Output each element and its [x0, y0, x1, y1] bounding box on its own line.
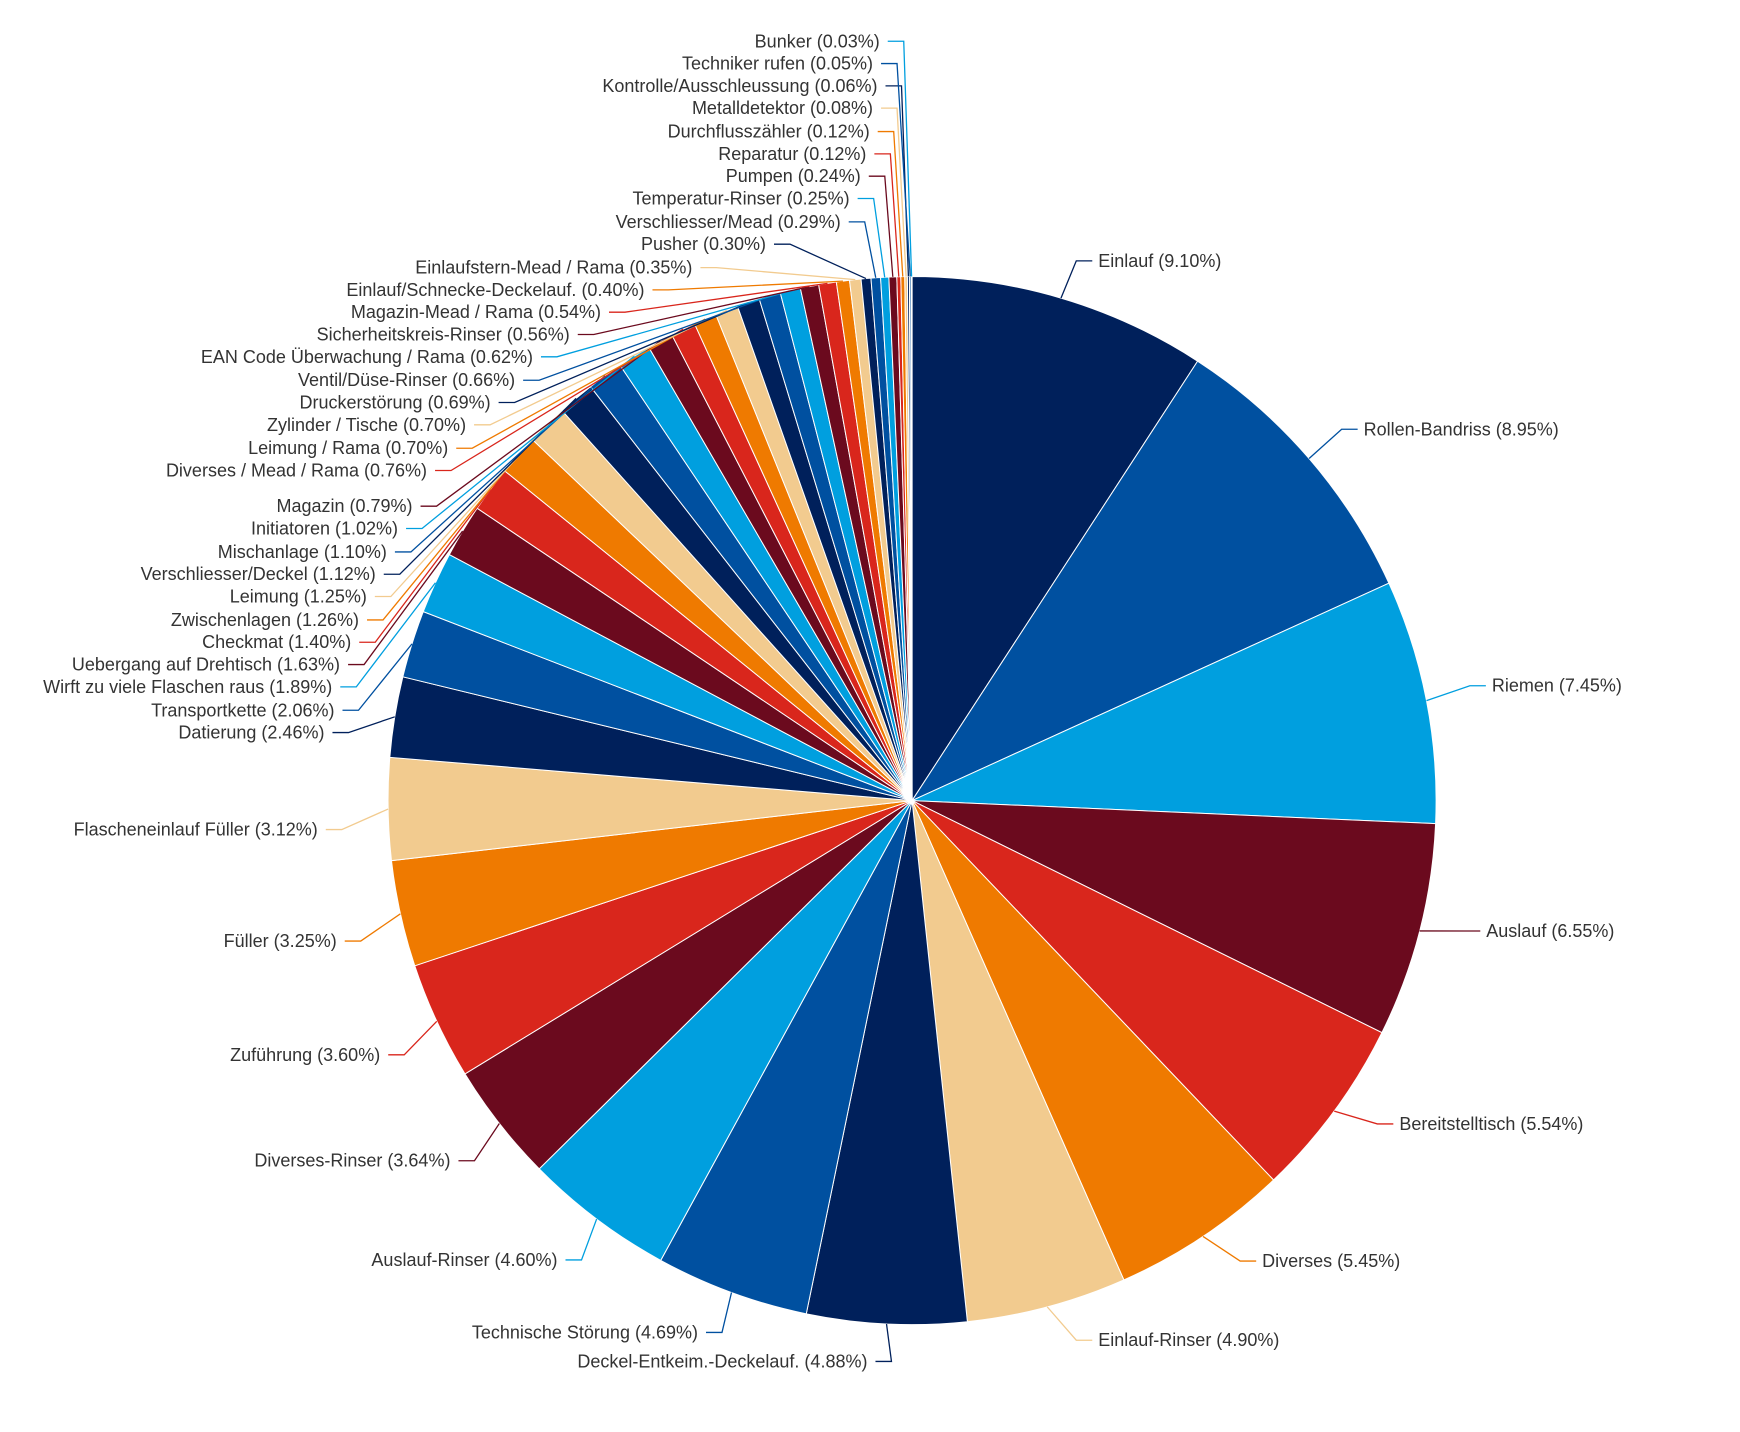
label-connector	[342, 643, 413, 711]
label-connector	[359, 488, 492, 643]
data-label: Diverses / Mead / Rama (0.76%)	[166, 461, 427, 481]
data-label: Verschliesser/Mead (0.29%)	[616, 212, 841, 232]
data-label: Sicherheitskreis-Rinser (0.56%)	[317, 325, 570, 345]
data-label: Pumpen (0.24%)	[726, 166, 861, 186]
data-label: Wirft zu viele Flaschen raus (1.89%)	[43, 677, 332, 697]
pie-slice[interactable]	[911, 276, 1199, 803]
label-connector	[474, 309, 727, 426]
data-label: Auslauf-Rinser (4.60%)	[371, 1250, 557, 1270]
label-connector	[705, 1292, 733, 1334]
pie-slice[interactable]	[805, 800, 968, 1326]
data-label: Zwischenlagen (1.26%)	[171, 610, 359, 630]
data-label: Rollen-Bandriss (8.95%)	[1364, 419, 1559, 439]
label-connector	[565, 1218, 598, 1261]
data-label: Ventil/Düse-Rinser (0.66%)	[298, 370, 515, 390]
data-label: Diverses-Rinser (3.64%)	[254, 1151, 450, 1171]
label-connector	[388, 1020, 438, 1056]
label-connector	[774, 243, 867, 280]
data-label: Deckel-Entkeim.-Deckelauf. (4.88%)	[577, 1351, 867, 1371]
data-label: Technische Störung (4.69%)	[472, 1322, 698, 1342]
data-label: Reparatur (0.12%)	[718, 144, 866, 164]
label-connector	[848, 221, 877, 278]
label-connector	[1334, 1110, 1394, 1125]
data-label: Datierung (2.46%)	[178, 723, 324, 743]
data-label: Diverses (5.45%)	[1262, 1251, 1400, 1271]
label-connector	[458, 1123, 500, 1162]
label-connector	[344, 913, 401, 942]
label-connector	[420, 340, 661, 507]
data-label: Initiatoren (1.02%)	[251, 519, 398, 539]
data-labels: Einlauf (9.10%) Rollen-Bandriss (8.95%) Ri…	[43, 31, 1622, 1371]
data-label: Einlaufstern-Mead / Rama (0.35%)	[415, 258, 692, 278]
label-connector	[881, 62, 911, 277]
label-connector	[887, 40, 913, 277]
label-connector	[540, 290, 791, 358]
label-connector	[374, 424, 548, 598]
label-connector	[498, 302, 749, 404]
data-label: Kontrolle/Ausschleussung (0.06%)	[602, 76, 877, 96]
label-connector	[868, 175, 894, 277]
data-label: Mischanlage (1.10%)	[218, 542, 387, 562]
label-connector	[881, 107, 907, 277]
label-connector	[325, 808, 389, 831]
label-connector	[877, 130, 904, 277]
label-connector	[435, 328, 684, 472]
data-label: Temperatur-Rinser (0.25%)	[633, 188, 850, 208]
pie-slice[interactable]	[910, 360, 1390, 802]
label-connector	[608, 282, 828, 313]
data-label: Riemen (7.45%)	[1492, 676, 1622, 696]
pie-slice[interactable]	[911, 582, 1437, 825]
data-label: Auslauf (6.55%)	[1486, 921, 1614, 941]
label-connector	[652, 280, 843, 291]
label-connector	[456, 318, 706, 449]
label-connector	[1426, 685, 1486, 702]
data-label: Füller (3.25%)	[224, 931, 337, 951]
data-label: Druckerstörung (0.69%)	[300, 393, 491, 413]
data-label: Flascheneinlauf Füller (3.12%)	[74, 820, 318, 840]
data-label: Techniker rufen (0.05%)	[682, 54, 873, 74]
label-connector	[1046, 1306, 1093, 1341]
data-label: Bunker (0.03%)	[755, 31, 880, 51]
label-connector	[394, 375, 606, 553]
pie-slice[interactable]	[538, 800, 913, 1262]
label-connector	[700, 266, 856, 281]
label-connector	[874, 153, 900, 277]
label-connector	[1202, 1235, 1257, 1262]
data-label: Leimung (1.25%)	[230, 587, 367, 607]
data-label: Magazin (0.79%)	[276, 496, 412, 516]
label-connector	[383, 397, 577, 575]
data-label: Leimung / Rama (0.70%)	[248, 438, 448, 458]
data-label: Durchflusszähler (0.12%)	[668, 122, 870, 142]
data-label: EAN Code Überwachung / Rama (0.62%)	[201, 347, 533, 367]
data-label: Einlauf (9.10%)	[1098, 251, 1221, 271]
label-connector	[523, 295, 771, 381]
data-label: Verschliesser/Deckel (1.12%)	[141, 564, 376, 584]
label-connector	[367, 454, 519, 621]
label-connector	[332, 716, 395, 734]
label-connector	[348, 530, 464, 666]
pie-slice[interactable]	[660, 800, 913, 1315]
data-label: Einlauf/Schnecke-Deckelauf. (0.40%)	[346, 280, 644, 300]
data-label: Pusher (0.30%)	[641, 234, 766, 254]
label-connector	[857, 197, 886, 278]
pie-slice[interactable]	[911, 800, 1125, 1323]
label-connector	[875, 1323, 893, 1363]
data-label: Metalldetektor (0.08%)	[692, 98, 873, 118]
data-label: Magazin-Mead / Rama (0.54%)	[351, 302, 601, 322]
data-label: Einlauf-Rinser (4.90%)	[1098, 1330, 1279, 1350]
data-label: Zuführung (3.60%)	[230, 1045, 380, 1065]
label-connector	[1308, 428, 1358, 460]
data-label: Transportkette (2.06%)	[151, 700, 334, 720]
label-connector	[1060, 260, 1093, 299]
data-label: Checkmat (1.40%)	[202, 632, 351, 652]
label-connector	[406, 355, 635, 530]
label-connectors	[325, 40, 1486, 1363]
label-connector	[577, 286, 810, 336]
data-label: Uebergang auf Drehtisch (1.63%)	[72, 655, 340, 675]
data-label: Zylinder / Tische (0.70%)	[267, 415, 466, 435]
label-connector	[340, 582, 436, 688]
pie-slices	[387, 276, 1437, 1326]
data-label: Bereitstelltisch (5.54%)	[1399, 1114, 1583, 1134]
